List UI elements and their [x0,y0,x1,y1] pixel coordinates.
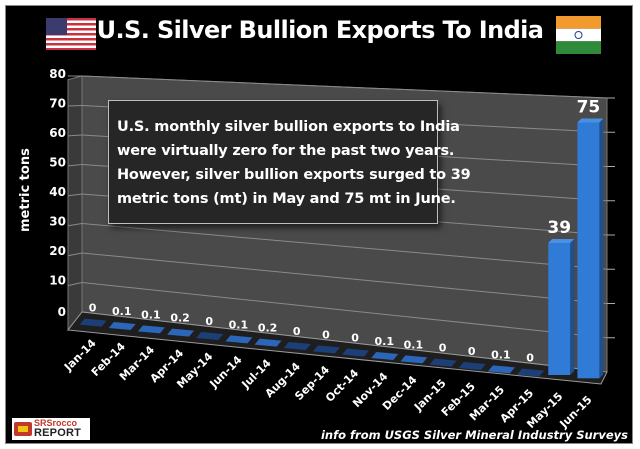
gridline-side [67,193,83,197]
y-tick-label: 80 [49,67,66,81]
bar [196,332,224,340]
data-label: 75 [577,97,601,117]
logo-text-line1: SRSrocco [34,418,78,428]
source-note: info from USGS Silver Mineral Industry S… [320,428,628,442]
gridline [81,252,608,304]
callout-line: However, silver bullion exports surged t… [117,167,471,183]
bar [137,325,165,334]
gridline [81,75,608,99]
y-tick-label: 70 [49,97,66,111]
data-label: 0 [439,342,447,355]
bar [108,322,136,330]
logo-text-line2: REPORT [34,427,82,439]
data-label: 0 [526,352,534,365]
india-flag-icon [556,16,601,54]
bar [487,365,515,374]
bar-top [548,238,575,243]
annotation-callout: U.S. monthly silver bullion exports to I… [108,100,471,224]
gridline-side [67,164,83,167]
bar [225,335,253,344]
bar [371,352,399,360]
bar [458,362,486,370]
gridline-side [67,223,83,227]
y-tick-label: 50 [49,156,66,170]
y-tick-label: 60 [49,126,66,140]
bar-top [577,118,604,123]
data-label: 0.1 [112,305,132,318]
data-label: 0.2 [258,322,278,335]
data-label: 0 [293,325,301,338]
callout-line: were virtually zero for the past two yea… [117,143,455,159]
bar [312,345,340,354]
bar [342,348,370,357]
data-label: 0.1 [229,318,249,331]
callout-line: U.S. monthly silver bullion exports to I… [117,119,460,135]
data-label: 0 [205,315,213,328]
y-tick-label: 20 [49,244,66,258]
y-axis-label: metric tons [18,148,33,232]
y-tick-label: 40 [49,185,66,199]
srsrocco-logo: SRSrocco REPORT [12,418,90,440]
y-tick-label: 10 [49,274,66,288]
data-label: 39 [547,218,571,238]
bar [400,355,428,364]
data-label: 0.1 [375,335,395,348]
bar [254,338,282,347]
bar-side [570,238,575,375]
data-label: 0 [322,328,330,341]
data-label: 0.2 [170,312,190,325]
bar-side [599,118,604,379]
us-flag-icon [46,18,96,50]
data-label: 0 [351,332,359,345]
gridline [81,223,608,270]
bar [517,368,545,377]
gridline-side [67,282,83,287]
data-label: 0.1 [141,308,161,321]
y-tick-label: 30 [49,215,66,229]
y-tick-label: 0 [58,305,66,319]
bar [548,242,571,375]
bar [283,342,311,350]
callout-line: metric tons (mt) in May and 75 mt in Jun… [117,191,456,207]
bar [167,328,195,337]
gridline-side [67,252,83,257]
bar [429,358,457,367]
side-wall [67,75,83,332]
bar [577,122,600,379]
gridline [81,282,608,339]
gridline-side [67,134,83,137]
data-label: 0 [468,345,476,358]
data-label: 0.1 [491,348,511,361]
bar [79,318,107,327]
data-label: 0 [89,302,97,315]
logo-mark-icon [14,422,32,436]
data-label: 0.1 [404,338,424,351]
page-title: U.S. Silver Bullion Exports To India [96,16,544,44]
